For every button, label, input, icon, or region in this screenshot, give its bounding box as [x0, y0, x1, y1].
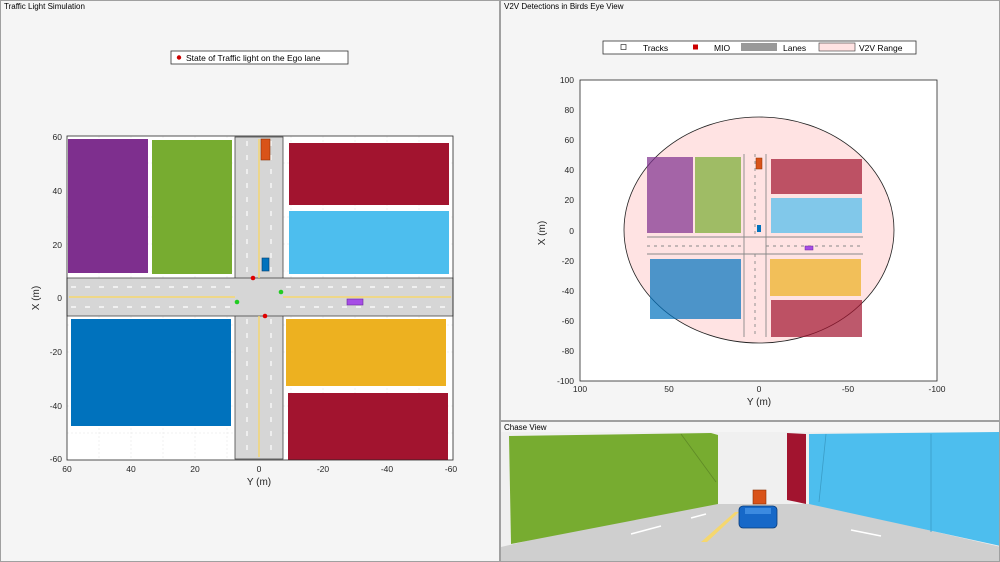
- traffic-light-red: [262, 313, 268, 319]
- legend: Tracks MIO Lanes V2V Range: [602, 40, 917, 55]
- scenario-plot: State of Traffic light on the Ego lane: [31, 50, 457, 488]
- chase-building-cyan: [809, 432, 999, 546]
- svg-text:-50: -50: [842, 384, 855, 394]
- chase-scene: [501, 432, 999, 561]
- x-axis-label: Y (m): [747, 397, 771, 408]
- svg-text:40: 40: [126, 464, 136, 474]
- svg-text:0: 0: [569, 226, 574, 236]
- tracks-square-icon: [620, 44, 627, 50]
- panel-title: Traffic Light Simulation: [1, 1, 88, 12]
- svg-text:0: 0: [257, 464, 262, 474]
- v2v-birds-eye-panel: V2V Detections in Birds Eye View Tracks …: [500, 0, 1000, 421]
- svg-text:20: 20: [565, 195, 575, 205]
- svg-text:-100: -100: [928, 384, 945, 394]
- svg-text:0: 0: [57, 293, 62, 303]
- svg-text:60: 60: [53, 132, 63, 142]
- x-tick-labels: 60 40 20 0 -20 -40 -60: [62, 464, 457, 474]
- birds-eye-buildings: [647, 157, 862, 337]
- svg-text:80: 80: [565, 105, 575, 115]
- lanes-swatch-icon: [741, 43, 777, 51]
- svg-text:20: 20: [190, 464, 200, 474]
- panel-title: V2V Detections in Birds Eye View: [501, 1, 627, 12]
- svg-text:V2V Range: V2V Range: [859, 43, 903, 53]
- chase-building-red: [787, 433, 806, 504]
- road-network: [66, 136, 454, 460]
- svg-text:-60: -60: [562, 316, 575, 326]
- vehicle-orange: [260, 138, 271, 161]
- svg-text:-20: -20: [317, 464, 330, 474]
- track-ego-vehicle: [757, 225, 761, 232]
- axes-frame: [579, 79, 938, 382]
- building-blue: [71, 319, 231, 426]
- x-axis-label: Y (m): [247, 477, 271, 488]
- svg-text:-20: -20: [562, 256, 575, 266]
- svg-text:40: 40: [53, 186, 63, 196]
- chase-view-panel: Chase View: [500, 421, 1000, 562]
- ego-vehicle: [261, 257, 270, 272]
- traffic-light-green: [278, 289, 284, 295]
- track-vehicle-purple: [804, 245, 814, 251]
- legend-red-dot-icon: [176, 55, 182, 60]
- chase-vehicle-orange: [752, 489, 767, 505]
- chase-ego-window: [745, 508, 771, 514]
- svg-text:100: 100: [573, 384, 587, 394]
- building-yellow: [286, 319, 446, 386]
- axes-frame: [66, 135, 454, 461]
- vehicle-purple: [346, 298, 364, 306]
- range-swatch-icon: [818, 42, 856, 52]
- svg-text:0: 0: [757, 384, 762, 394]
- svg-text:-40: -40: [562, 286, 575, 296]
- traffic-light-green: [234, 299, 240, 305]
- legend-label: State of Traffic light on the Ego lane: [186, 53, 321, 63]
- svg-text:-60: -60: [445, 464, 458, 474]
- track-vehicle-orange: [755, 157, 763, 170]
- building-red-top: [289, 143, 449, 205]
- legend: State of Traffic light on the Ego lane: [170, 50, 349, 65]
- building-cyan: [289, 211, 449, 274]
- svg-text:MIO: MIO: [714, 43, 730, 53]
- svg-text:60: 60: [62, 464, 72, 474]
- panel-title: Chase View: [501, 422, 550, 433]
- mio-square-icon: [693, 44, 698, 50]
- birds-eye-lanes: [647, 154, 863, 337]
- building-green: [152, 140, 232, 274]
- building-purple: [68, 139, 148, 273]
- chase-lane-markings: [630, 513, 882, 537]
- svg-text:40: 40: [565, 165, 575, 175]
- y-tick-labels: 100 80 60 40 20 0 -20 -40 -60 -80 -100: [557, 75, 574, 386]
- y-axis-label: X (m): [537, 221, 548, 245]
- svg-text:Tracks: Tracks: [643, 43, 668, 53]
- y-axis-label: X (m): [31, 286, 42, 310]
- svg-text:-100: -100: [557, 376, 574, 386]
- chase-yellow-line: [701, 512, 739, 542]
- svg-text:-80: -80: [562, 346, 575, 356]
- chase-building-green: [509, 433, 718, 544]
- svg-text:Lanes: Lanes: [783, 43, 806, 53]
- traffic-light-simulation-panel: Traffic Light Simulation State of Traffi…: [0, 0, 500, 562]
- y-tick-labels: 60 40 20 0 -20 -40 -60: [50, 132, 63, 464]
- traffic-light-red: [250, 275, 256, 281]
- svg-text:-40: -40: [381, 464, 394, 474]
- svg-text:-40: -40: [50, 401, 63, 411]
- svg-text:60: 60: [565, 135, 575, 145]
- svg-text:-60: -60: [50, 454, 63, 464]
- svg-text:-20: -20: [50, 347, 63, 357]
- svg-text:50: 50: [664, 384, 674, 394]
- svg-text:20: 20: [53, 240, 63, 250]
- svg-text:100: 100: [560, 75, 574, 85]
- building-red-bottom: [288, 393, 448, 460]
- x-tick-labels: 100 50 0 -50 -100: [573, 384, 946, 394]
- birds-eye-plot: Tracks MIO Lanes V2V Range: [537, 40, 946, 408]
